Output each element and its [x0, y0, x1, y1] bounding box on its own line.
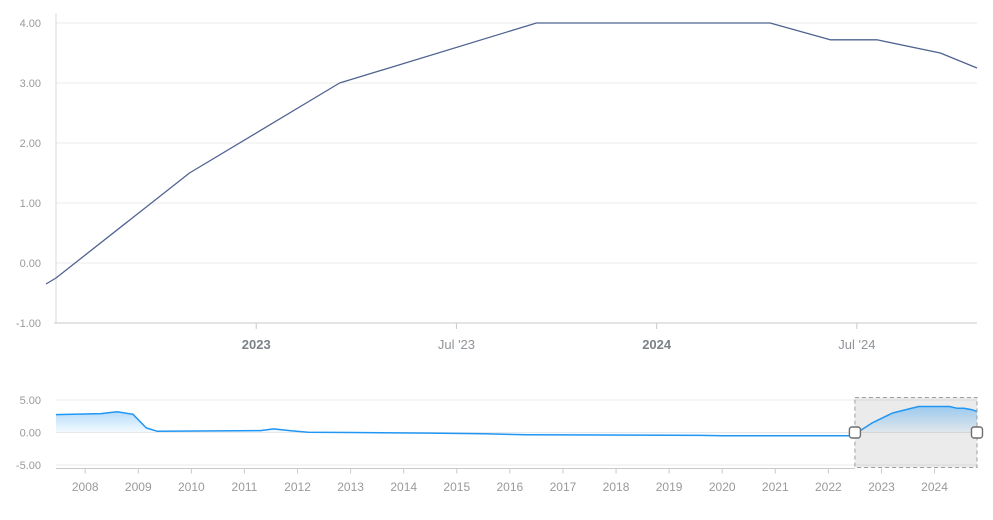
navigator-x-axis-label: 2018	[603, 480, 630, 494]
navigator-x-axis-label: 2008	[72, 480, 99, 494]
main-y-axis-label: 4.00	[20, 18, 41, 30]
navigator-x-axis-label: 2013	[337, 480, 364, 494]
main-chart: 4.00 3.00 2.00 1.00 0.00 -1.00 2023 Jul '23 2024…	[16, 13, 978, 352]
navigator-series-line	[55, 405, 978, 437]
main-y-axis-label: 3.00	[20, 78, 41, 90]
navigator-x-axis-label: 2014	[390, 480, 417, 494]
navigator-y-axis-label: 5.00	[20, 395, 41, 407]
navigator-x-axis-label: 2019	[656, 480, 683, 494]
main-y-axis-label: 1.00	[20, 198, 41, 210]
main-series-line	[45, 22, 978, 285]
navigator-handle-left[interactable]	[848, 426, 862, 439]
main-x-axis-label: Jul '24	[838, 337, 875, 352]
navigator-x-axis-label: 2012	[284, 480, 311, 494]
navigator-x-axis-label: 2015	[443, 480, 470, 494]
navigator-x-axis-label: 2024	[921, 480, 948, 494]
navigator-x-axis-label: 2010	[178, 480, 205, 494]
navigator-y-axis-label: 0.00	[20, 428, 41, 440]
navigator-x-axis-label: 2011	[232, 480, 258, 494]
navigator-x-axis-label: 2022	[815, 480, 842, 494]
navigator-x-axis-label: 2020	[709, 480, 736, 494]
main-y-axis-label: -1.00	[16, 318, 41, 330]
navigator-x-axis-label: 2017	[550, 480, 577, 494]
navigator-x-axis-label: 2009	[125, 480, 152, 494]
main-y-axis-label: 0.00	[20, 258, 41, 270]
main-y-axis-label: 2.00	[20, 138, 41, 150]
navigator-handle-right[interactable]	[970, 426, 984, 439]
main-x-axis-label: 2023	[242, 337, 271, 352]
main-x-axis-label: Jul '23	[438, 337, 475, 352]
navigator-y-axis-label: -5.00	[16, 460, 41, 472]
main-x-axis-label: 2024	[642, 337, 672, 352]
navigator-x-axis-label: 2023	[868, 480, 895, 494]
navigator-x-axis-label: 2016	[497, 480, 524, 494]
navigator-chart: 2008 2009 2010 2011 2012 2013 2014 2015 2016 2017…	[16, 395, 984, 494]
navigator-x-axis-label: 2021	[762, 480, 789, 494]
